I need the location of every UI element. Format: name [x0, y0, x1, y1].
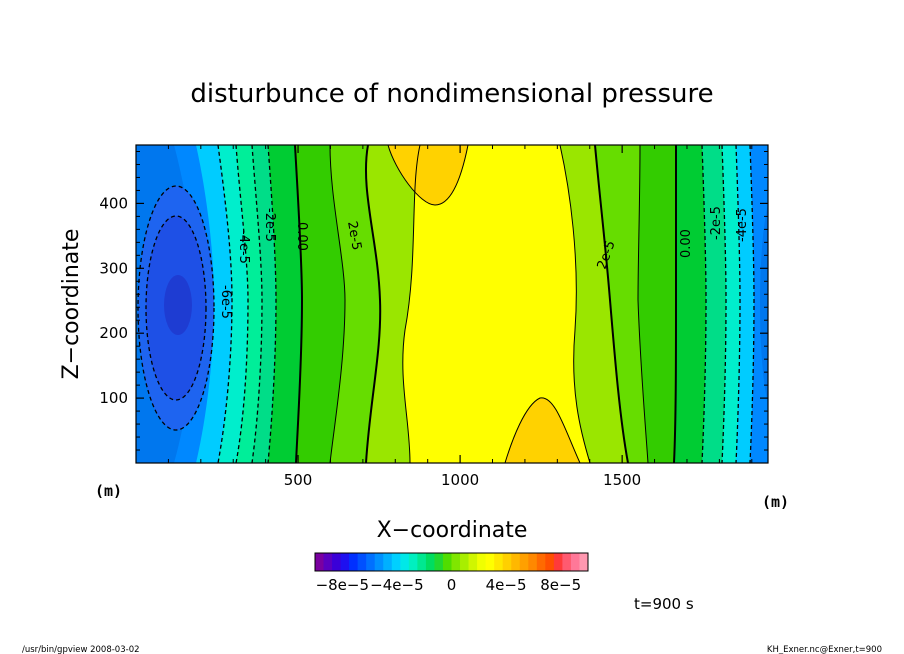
colorbar-tick-label: 4e−5: [486, 576, 527, 594]
colorbar-swatch: [579, 553, 589, 571]
contour-line: [329, 145, 346, 463]
colorbar-swatch: [536, 553, 546, 571]
field-core: [164, 275, 192, 335]
time-label: t=900 s: [634, 595, 694, 613]
y-axis-label: Z−coordinate: [59, 229, 84, 380]
field-core-positive: [505, 397, 580, 463]
contour-label: 2e-5: [344, 220, 364, 251]
colorbar-swatch: [570, 553, 580, 571]
colorbar-swatch: [332, 553, 342, 571]
contour-label: -6e-5: [218, 285, 233, 319]
colorbar-swatch: [460, 553, 470, 571]
y-unit-label: (m): [762, 493, 789, 511]
contour-line: [701, 145, 707, 463]
colorbar-swatch: [349, 553, 359, 571]
contour-line: [594, 145, 629, 463]
contour-line: [267, 145, 277, 463]
colorbar-swatch: [451, 553, 461, 571]
y-tick-label: 300: [99, 259, 128, 277]
footer-right: KH_Exner.nc@Exner,t=900: [767, 645, 882, 654]
contour-line: [251, 145, 263, 463]
y-tick-label: 400: [99, 194, 128, 212]
contour-label: 0.00: [679, 229, 694, 258]
colorbar-tick-label: 0: [447, 576, 457, 594]
contour-line: [504, 397, 581, 463]
y-axis: 100 200 300 400: [99, 150, 768, 451]
contour-line: [235, 145, 249, 463]
colorbar-swatch: [400, 553, 410, 571]
contour-line: [735, 145, 741, 463]
colorbar-swatch: [340, 553, 350, 571]
colorbar-swatch: [494, 553, 504, 571]
contour-line: [749, 145, 755, 463]
contour-line: [294, 145, 304, 463]
contour-label: -2e-5: [709, 206, 724, 240]
contour-label: -4e-5: [236, 230, 251, 264]
field-core-positive: [388, 145, 468, 205]
colorbar-swatch: [519, 553, 529, 571]
chart-title: disturbunce of nondimensional pressure: [190, 79, 713, 109]
plot-area: -6e-5 -4e-5 -2e-5 0.00 2e-5 2e-5 0.00 -2…: [136, 145, 768, 463]
contour-label: 0.00: [294, 222, 309, 251]
contour-line: [559, 145, 591, 463]
colorbar-ticks: −8e−5 −4e−5 0 4e−5 8e−5: [316, 576, 582, 594]
contour-line: [387, 145, 469, 206]
x-unit-label: (m): [95, 482, 122, 500]
colorbar: [315, 553, 589, 571]
x-axis: 500 1000 1500: [167, 145, 753, 489]
colorbar-swatch: [562, 553, 572, 571]
colorbar-frame: [314, 552, 589, 572]
colorbar-swatch: [366, 553, 376, 571]
colorbar-swatch: [528, 553, 538, 571]
contour-line: [637, 145, 649, 463]
colorbar-swatch: [434, 553, 444, 571]
colorbar-swatch: [545, 553, 555, 571]
field-core: [760, 204, 768, 404]
colorbar-swatch: [391, 553, 401, 571]
colorbar-tick-label: −4e−5: [370, 576, 423, 594]
contour-label: -2e-5: [262, 208, 277, 242]
contour-line: [145, 215, 207, 401]
contour-line: [217, 145, 233, 463]
colorbar-swatch: [468, 553, 478, 571]
x-tick-label: 1500: [603, 471, 641, 489]
colorbar-swatch: [408, 553, 418, 571]
x-tick-label: 1000: [441, 471, 479, 489]
y-tick-label: 100: [99, 389, 128, 407]
contour-line: [721, 145, 727, 463]
colorbar-tick-label: 8e−5: [540, 576, 581, 594]
colorbar-swatch: [323, 553, 333, 571]
contour-line: [365, 145, 382, 463]
x-tick-label: 500: [284, 471, 313, 489]
contour-label: -4e-5: [735, 208, 750, 242]
colorbar-swatch: [357, 553, 367, 571]
colorbar-swatch: [442, 553, 452, 571]
colorbar-swatch: [511, 553, 521, 571]
colorbar-swatch: [374, 553, 384, 571]
x-axis-label: X−coordinate: [377, 518, 528, 543]
contour-line: [137, 185, 215, 431]
y-tick-label: 200: [99, 324, 128, 342]
footer-left: /usr/bin/gpview 2008-03-02: [22, 645, 140, 654]
contour-line: [673, 145, 678, 463]
colorbar-tick-label: −8e−5: [316, 576, 369, 594]
plot-frame: [135, 144, 769, 464]
colorbar-swatch: [315, 553, 325, 571]
colorbar-swatch: [502, 553, 512, 571]
contour-line: [402, 145, 421, 463]
field-band: [750, 145, 768, 463]
colorbar-swatch: [485, 553, 495, 571]
colorbar-swatch: [417, 553, 427, 571]
colorbar-swatch: [553, 553, 563, 571]
colorbar-swatch: [383, 553, 393, 571]
colorbar-swatch: [425, 553, 435, 571]
colorbar-swatch: [477, 553, 487, 571]
